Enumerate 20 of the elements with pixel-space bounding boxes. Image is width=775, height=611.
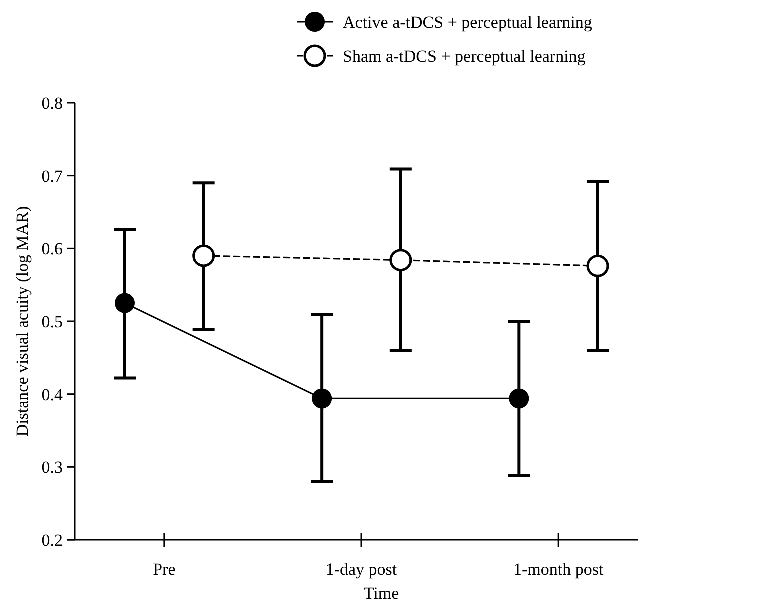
x-tick-label: 1-day post — [326, 560, 398, 579]
legend-label: Active a-tDCS + perceptual learning — [343, 12, 593, 32]
y-tick-label: 0.6 — [42, 240, 63, 259]
point — [192, 244, 216, 268]
y-tick-label: 0.3 — [42, 458, 63, 478]
legend-label: Sham a-tDCS + perceptual learning — [343, 46, 586, 66]
y-axis-title: Distance visual acuity (log MAR) — [13, 206, 32, 437]
y-tick-label: 0.2 — [42, 530, 63, 550]
x-tick-label: 1-month post — [513, 560, 604, 579]
y-tick-label: 0.7 — [42, 166, 64, 186]
point — [390, 249, 412, 272]
point — [509, 388, 530, 409]
y-tick-label: 0.4 — [42, 385, 64, 404]
y-tick-label: 0.5 — [42, 312, 63, 332]
y-tick-label: 0.8 — [42, 94, 63, 113]
point — [312, 388, 332, 409]
point — [586, 254, 610, 278]
x-axis-title: Time — [364, 584, 400, 603]
point — [115, 293, 135, 314]
x-tick-label: Pre — [153, 560, 176, 579]
